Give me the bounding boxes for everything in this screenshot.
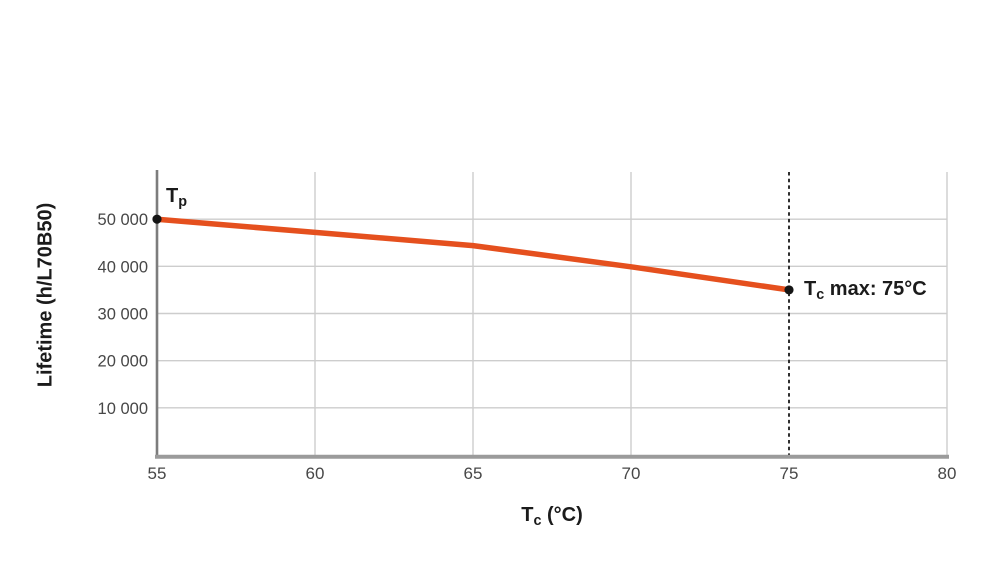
x-tick-label: 65 bbox=[464, 464, 483, 483]
y-tick-label: 20 000 bbox=[98, 353, 148, 371]
y-axis-title-text: Lifetime (h/L70B50) bbox=[34, 202, 57, 388]
x-tick-label: 80 bbox=[938, 464, 957, 483]
annotation-tc-max: Tc max: 75°C bbox=[804, 277, 927, 304]
data-point-marker bbox=[152, 214, 162, 224]
y-axis-title: Lifetime (h/L70B50) bbox=[35, 203, 58, 387]
x-axis-title-subscript: c bbox=[533, 513, 542, 530]
annotation-tc-max-subscript: c bbox=[816, 287, 825, 304]
lifetime-curve bbox=[154, 216, 792, 293]
y-tick-label: 30 000 bbox=[98, 306, 148, 324]
annotation-tp-base: T bbox=[166, 185, 179, 207]
y-tick-label: 10 000 bbox=[98, 400, 148, 418]
x-axis-title-unit: (°C) bbox=[541, 504, 583, 526]
x-tick-label: 60 bbox=[306, 464, 325, 483]
annotation-tc-max-base: T bbox=[804, 278, 817, 300]
annotation-tp: Tp bbox=[166, 184, 187, 211]
annotation-tc-max-rest: max: 75°C bbox=[824, 278, 927, 300]
y-tick-label: 50 000 bbox=[98, 211, 148, 229]
x-axis-title-base: T bbox=[521, 504, 534, 526]
y-tick-label: 40 000 bbox=[98, 258, 148, 276]
x-tick-label: 55 bbox=[148, 464, 167, 483]
x-axis-title: Tc (°C) bbox=[157, 504, 947, 529]
data-point-marker bbox=[784, 285, 794, 295]
x-tick-label: 75 bbox=[780, 464, 799, 483]
annotation-tp-subscript: p bbox=[178, 194, 188, 211]
x-tick-label: 70 bbox=[622, 464, 641, 483]
